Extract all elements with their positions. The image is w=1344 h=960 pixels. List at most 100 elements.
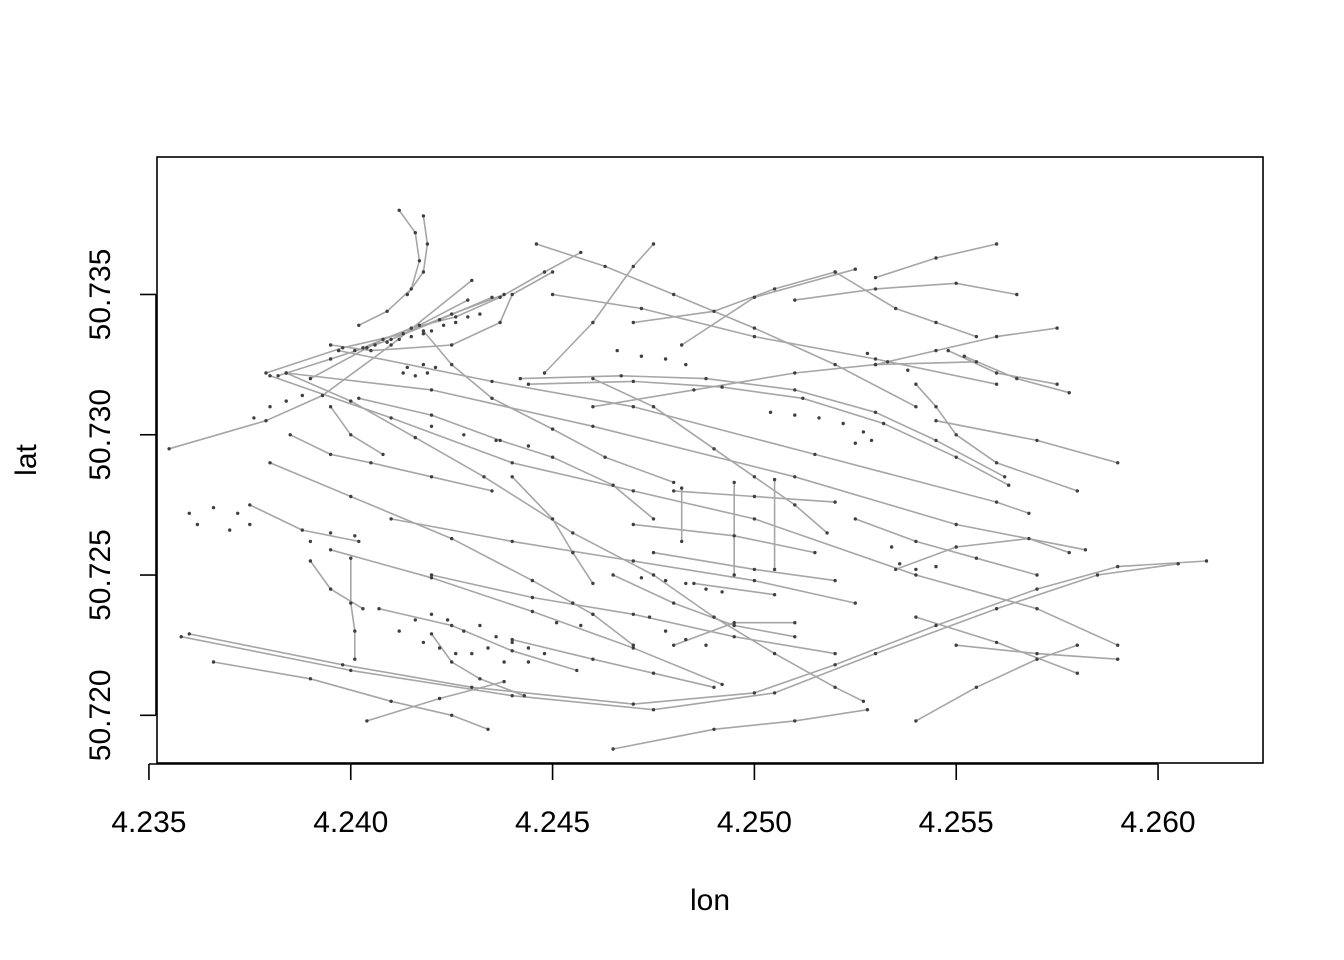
node-point-291 bbox=[454, 320, 458, 325]
node-point-42 bbox=[591, 424, 595, 428]
node-point-272 bbox=[369, 461, 373, 465]
node-point-274 bbox=[490, 489, 494, 493]
y-tick-label-2: 50.730 bbox=[84, 389, 117, 481]
node-point-176 bbox=[853, 601, 857, 605]
road-segment-22 bbox=[357, 397, 655, 520]
node-point-196 bbox=[732, 480, 736, 485]
x-tick-label-2: 4.245 bbox=[515, 806, 590, 839]
node-point-60 bbox=[187, 632, 191, 636]
node-point-322 bbox=[502, 660, 506, 664]
node-point-187 bbox=[732, 534, 736, 538]
node-point-66 bbox=[934, 623, 938, 628]
node-point-351 bbox=[704, 643, 708, 647]
node-point-53 bbox=[389, 416, 393, 420]
node-point-301 bbox=[425, 371, 430, 375]
node-point-133 bbox=[1007, 483, 1011, 487]
road-segment-25 bbox=[378, 607, 578, 672]
node-point-169 bbox=[631, 612, 635, 616]
node-point-240 bbox=[853, 517, 857, 521]
node-point-38 bbox=[833, 685, 837, 689]
node-point-317 bbox=[494, 635, 498, 639]
node-point-331 bbox=[841, 421, 845, 426]
node-point-239 bbox=[1067, 391, 1071, 395]
node-point-346 bbox=[914, 567, 918, 572]
node-point-164 bbox=[591, 657, 595, 661]
node-point-244 bbox=[894, 567, 898, 572]
node-point-27 bbox=[498, 295, 502, 299]
node-point-50 bbox=[994, 500, 999, 504]
node-point-342 bbox=[704, 587, 708, 591]
node-point-277 bbox=[381, 452, 385, 457]
node-point-183 bbox=[672, 489, 676, 493]
node-point-63 bbox=[631, 702, 635, 706]
node-point-109 bbox=[421, 329, 426, 333]
node-point-73 bbox=[651, 708, 656, 712]
node-point-77 bbox=[1095, 573, 1100, 577]
node-point-329 bbox=[793, 413, 797, 417]
node-point-88 bbox=[639, 306, 644, 311]
node-point-192 bbox=[692, 581, 696, 586]
node-point-56 bbox=[752, 517, 757, 521]
node-point-216 bbox=[934, 256, 938, 260]
node-point-78 bbox=[1176, 562, 1180, 566]
node-point-76 bbox=[994, 607, 999, 611]
node-point-204 bbox=[631, 320, 635, 325]
node-point-28 bbox=[542, 270, 547, 274]
road-segment-43 bbox=[874, 243, 998, 279]
node-point-40 bbox=[284, 371, 288, 375]
node-point-267 bbox=[550, 517, 555, 521]
node-point-161 bbox=[478, 677, 482, 681]
node-point-127 bbox=[526, 382, 531, 386]
node-point-302 bbox=[433, 365, 438, 370]
node-point-0 bbox=[264, 371, 268, 375]
node-point-139 bbox=[651, 517, 656, 521]
node-point-166 bbox=[712, 685, 716, 689]
node-point-336 bbox=[639, 354, 644, 358]
node-point-278 bbox=[248, 503, 252, 507]
node-point-129 bbox=[720, 385, 724, 389]
node-point-320 bbox=[542, 651, 547, 656]
road-segment-14 bbox=[551, 293, 998, 386]
node-point-289 bbox=[429, 329, 434, 333]
road-segment-39 bbox=[543, 243, 655, 374]
road-segment-34 bbox=[652, 551, 836, 582]
node-point-365 bbox=[906, 368, 910, 372]
x-tick-label-0: 4.235 bbox=[111, 806, 186, 839]
node-point-123 bbox=[793, 388, 797, 392]
node-point-116 bbox=[692, 388, 696, 392]
node-point-153 bbox=[510, 649, 514, 653]
node-point-217 bbox=[994, 242, 999, 246]
node-point-113 bbox=[603, 455, 607, 459]
node-point-315 bbox=[462, 629, 466, 633]
node-point-261 bbox=[865, 708, 870, 712]
node-point-10 bbox=[308, 376, 313, 381]
node-point-98 bbox=[534, 242, 539, 246]
node-point-325 bbox=[454, 651, 458, 656]
node-point-55 bbox=[631, 489, 635, 493]
node-point-347 bbox=[934, 564, 938, 569]
node-point-124 bbox=[873, 410, 878, 414]
node-point-337 bbox=[663, 357, 668, 361]
node-point-16 bbox=[417, 259, 422, 263]
node-point-354 bbox=[579, 623, 583, 628]
node-point-136 bbox=[498, 438, 502, 443]
node-point-191 bbox=[833, 578, 837, 583]
node-point-5 bbox=[276, 374, 280, 378]
node-point-237 bbox=[962, 354, 966, 358]
node-point-330 bbox=[817, 416, 821, 420]
node-point-288 bbox=[421, 332, 426, 336]
node-point-349 bbox=[663, 629, 668, 633]
road-segment-54 bbox=[915, 644, 1079, 722]
node-point-132 bbox=[954, 455, 958, 459]
node-point-99 bbox=[603, 264, 607, 269]
node-point-281 bbox=[308, 559, 313, 563]
node-point-80 bbox=[308, 677, 313, 681]
node-point-103 bbox=[914, 405, 918, 409]
node-point-334 bbox=[853, 441, 857, 445]
node-point-157 bbox=[353, 629, 357, 633]
node-point-138 bbox=[611, 483, 615, 487]
node-point-57 bbox=[914, 573, 918, 577]
node-point-54 bbox=[510, 461, 514, 465]
node-point-174 bbox=[631, 559, 635, 563]
